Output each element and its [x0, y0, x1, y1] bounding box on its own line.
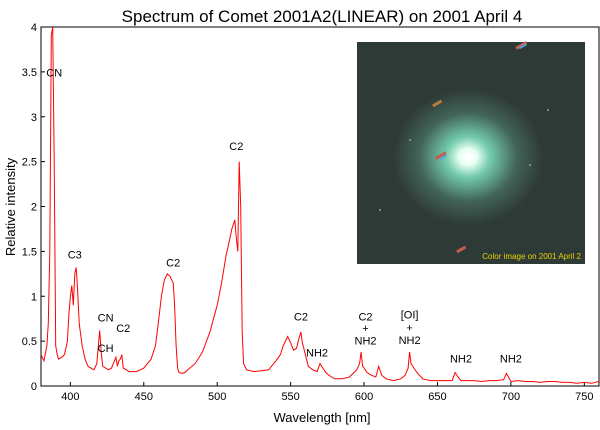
x-tick-label: 550 [281, 391, 299, 403]
line-annotation: C2 [358, 311, 372, 323]
line-annotation: + [362, 323, 368, 335]
line-annotation: NH2 [500, 354, 522, 366]
plot-frame [40, 26, 600, 387]
line-annotation: CN [98, 312, 114, 324]
line-annotation: NH2 [399, 335, 421, 347]
x-tick-label: 450 [135, 391, 153, 403]
inset-photo: Color image on 2001 April 2 [357, 41, 585, 264]
line-annotation: C2 [116, 323, 130, 335]
line-annotation: NH2 [450, 354, 472, 366]
y-axis-label: Relative intensity [3, 157, 18, 256]
y-tick-label: 2 [31, 202, 37, 214]
line-annotation: + [406, 322, 412, 334]
y-tick-label: 0.5 [22, 336, 37, 348]
line-annotation: CN [46, 67, 62, 79]
x-axis-ticks: 400 450 500 550 600 650 700 750 [61, 382, 593, 403]
x-tick-label: 400 [61, 391, 79, 403]
y-tick-label: 1 [31, 291, 37, 303]
line-annotation: [OI] [401, 310, 419, 322]
inset-caption: Color image on 2001 April 2 [482, 252, 581, 261]
comet-nucleus [464, 153, 472, 161]
y-tick-label: 3 [31, 112, 37, 124]
y-tick-label: 1.5 [22, 246, 37, 258]
line-annotation: C2 [294, 311, 308, 323]
chart-title: Spectrum of Comet 2001A2(LINEAR) on 2001… [122, 7, 523, 26]
line-annotation: NH2 [306, 347, 328, 359]
x-axis-label: Wavelength [nm] [273, 410, 370, 425]
x-tick-label: 700 [502, 391, 520, 403]
y-axis-ticks: 0 0.5 1 1.5 2 2.5 3 3.5 4 [22, 22, 45, 393]
inset-stars [379, 41, 549, 254]
spectrum-line [40, 26, 600, 384]
x-tick-label: 500 [208, 391, 226, 403]
line-annotation: C2 [166, 258, 180, 270]
y-tick-label: 4 [31, 22, 37, 34]
line-annotation: C2 [229, 141, 243, 153]
x-tick-label: 750 [575, 391, 593, 403]
x-tick-label: 650 [428, 391, 446, 403]
y-tick-label: 3.5 [22, 67, 37, 79]
line-annotation: CH [98, 343, 114, 355]
x-tick-label: 600 [355, 391, 373, 403]
y-tick-label: 0 [31, 381, 37, 393]
line-annotation: NH2 [355, 336, 377, 348]
y-tick-label: 2.5 [22, 157, 37, 169]
line-annotation: C3 [68, 250, 82, 262]
